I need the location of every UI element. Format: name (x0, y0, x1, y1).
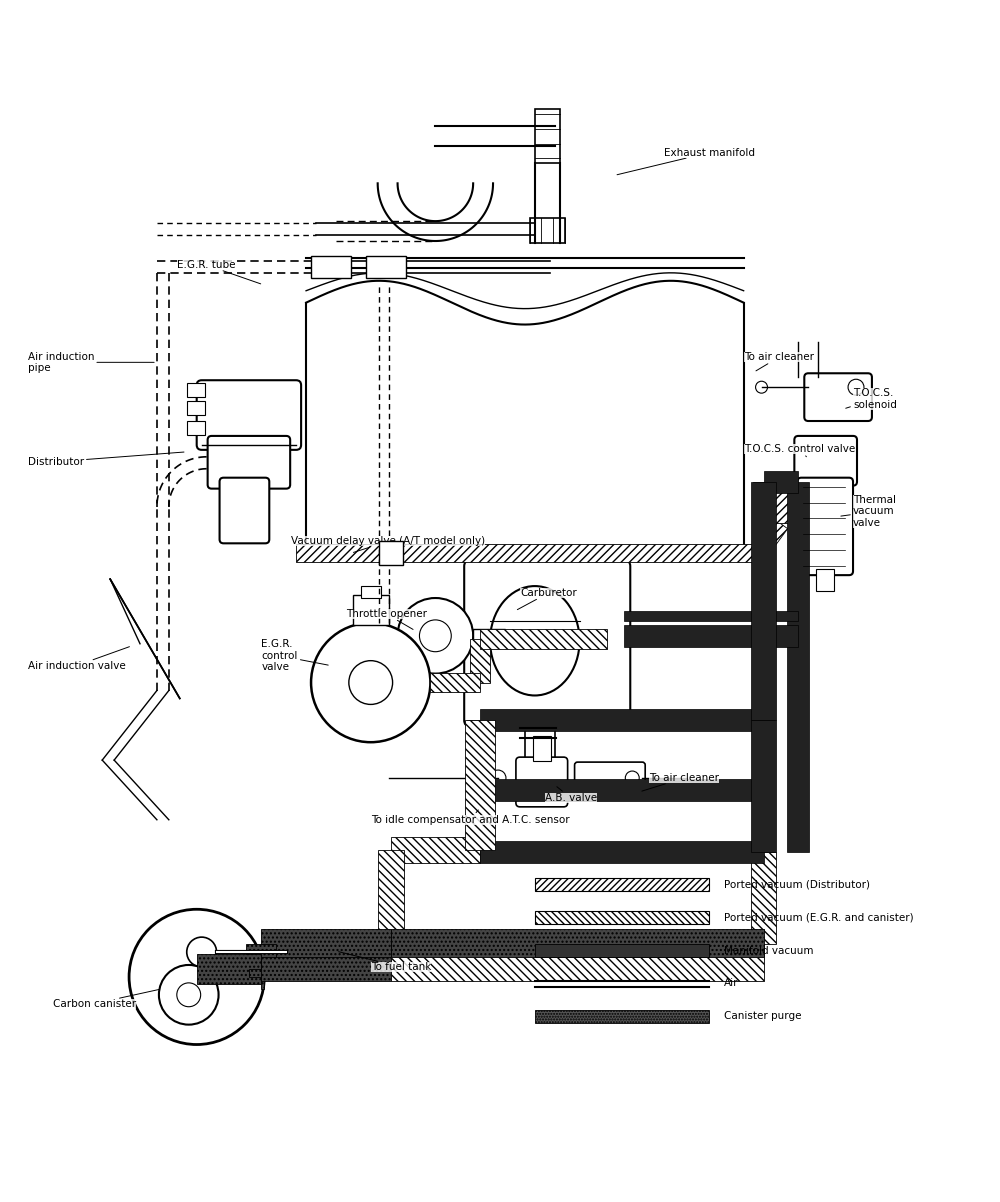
Polygon shape (391, 932, 764, 957)
Bar (530, 218, 565, 243)
Polygon shape (467, 720, 493, 850)
Polygon shape (787, 482, 809, 851)
Text: Carburetor: Carburetor (517, 588, 577, 609)
Bar (187, 421, 205, 435)
FancyBboxPatch shape (197, 380, 301, 450)
Bar (525, 718, 555, 766)
Text: Ported vacuum (E.G.R. and canister): Ported vacuum (E.G.R. and canister) (724, 912, 913, 923)
Bar (533, 737, 551, 761)
Bar (353, 595, 389, 625)
Bar (366, 256, 406, 278)
Bar (535, 911, 709, 924)
Text: To air cleaner: To air cleaner (744, 352, 814, 371)
Bar (361, 587, 381, 599)
Text: E.G.R. tube: E.G.R. tube (177, 260, 261, 284)
Text: Canister purge: Canister purge (724, 1011, 801, 1022)
Circle shape (129, 909, 264, 1045)
Polygon shape (753, 710, 774, 790)
Polygon shape (391, 837, 480, 863)
Polygon shape (751, 518, 788, 559)
Polygon shape (753, 482, 774, 710)
Text: Distributor: Distributor (28, 452, 184, 466)
Circle shape (398, 599, 473, 673)
Polygon shape (624, 611, 798, 621)
Bar (535, 108, 560, 163)
Bar (187, 401, 205, 415)
FancyBboxPatch shape (797, 477, 853, 575)
Text: Ported vacuum (Distributor): Ported vacuum (Distributor) (724, 880, 870, 889)
Polygon shape (261, 929, 391, 959)
Polygon shape (470, 638, 490, 683)
Polygon shape (246, 944, 276, 969)
FancyBboxPatch shape (208, 436, 290, 489)
Circle shape (848, 380, 864, 395)
Circle shape (490, 770, 506, 786)
Text: Exhaust manifold: Exhaust manifold (617, 148, 755, 174)
Circle shape (187, 938, 217, 966)
Polygon shape (771, 482, 789, 523)
Polygon shape (751, 851, 776, 944)
Polygon shape (751, 720, 776, 851)
Circle shape (419, 620, 451, 651)
Polygon shape (480, 709, 764, 731)
Text: Air: Air (724, 978, 738, 988)
Polygon shape (624, 625, 798, 647)
Polygon shape (391, 957, 764, 981)
Text: Air induction valve: Air induction valve (28, 647, 129, 671)
Polygon shape (480, 779, 764, 801)
FancyBboxPatch shape (794, 436, 857, 486)
Polygon shape (430, 673, 480, 692)
Polygon shape (751, 482, 776, 720)
Polygon shape (469, 755, 491, 850)
Polygon shape (378, 850, 404, 944)
Bar (379, 541, 403, 565)
Text: Vacuum delay valve (A/T model only): Vacuum delay valve (A/T model only) (291, 536, 485, 553)
Text: To air cleaner: To air cleaner (642, 773, 719, 791)
Ellipse shape (490, 587, 580, 696)
Text: Carbon canister: Carbon canister (53, 989, 159, 1008)
Polygon shape (753, 790, 774, 851)
Polygon shape (296, 545, 381, 563)
Text: T.O.C.S. control valve: T.O.C.S. control valve (744, 444, 855, 457)
FancyBboxPatch shape (464, 560, 630, 726)
Circle shape (349, 661, 393, 704)
Bar (311, 256, 351, 278)
Text: E.G.R.
control
valve: E.G.R. control valve (261, 639, 328, 672)
Text: T.O.C.S.
solenoid: T.O.C.S. solenoid (846, 388, 897, 410)
Text: A.B. valve: A.B. valve (545, 787, 597, 803)
Bar (535, 879, 709, 892)
Polygon shape (249, 969, 273, 977)
Bar (816, 570, 834, 591)
Circle shape (756, 381, 768, 393)
FancyBboxPatch shape (575, 762, 645, 796)
Bar (473, 629, 505, 643)
Circle shape (625, 770, 639, 785)
Polygon shape (764, 471, 798, 493)
FancyBboxPatch shape (516, 757, 568, 807)
FancyBboxPatch shape (220, 477, 269, 543)
Circle shape (311, 623, 430, 742)
Text: Air induction
pipe: Air induction pipe (28, 351, 154, 373)
Text: Throttle opener: Throttle opener (346, 609, 427, 630)
Bar (187, 383, 205, 397)
Polygon shape (197, 954, 261, 984)
Text: To fuel tank: To fuel tank (339, 952, 431, 972)
Polygon shape (261, 957, 391, 981)
Text: Manifold vacuum: Manifold vacuum (724, 946, 813, 956)
Circle shape (177, 983, 201, 1007)
Circle shape (159, 965, 219, 1024)
Polygon shape (261, 965, 264, 989)
Text: Thermal
vacuum
valve: Thermal vacuum valve (841, 495, 896, 528)
Polygon shape (403, 545, 759, 563)
Polygon shape (391, 929, 764, 959)
Polygon shape (469, 720, 491, 755)
FancyBboxPatch shape (804, 374, 872, 421)
Bar (535, 944, 709, 957)
Bar (535, 1010, 709, 1023)
Polygon shape (465, 720, 495, 850)
Polygon shape (480, 840, 764, 863)
Polygon shape (480, 629, 607, 649)
Text: To idle compensator and A.T.C. sensor: To idle compensator and A.T.C. sensor (371, 810, 569, 825)
